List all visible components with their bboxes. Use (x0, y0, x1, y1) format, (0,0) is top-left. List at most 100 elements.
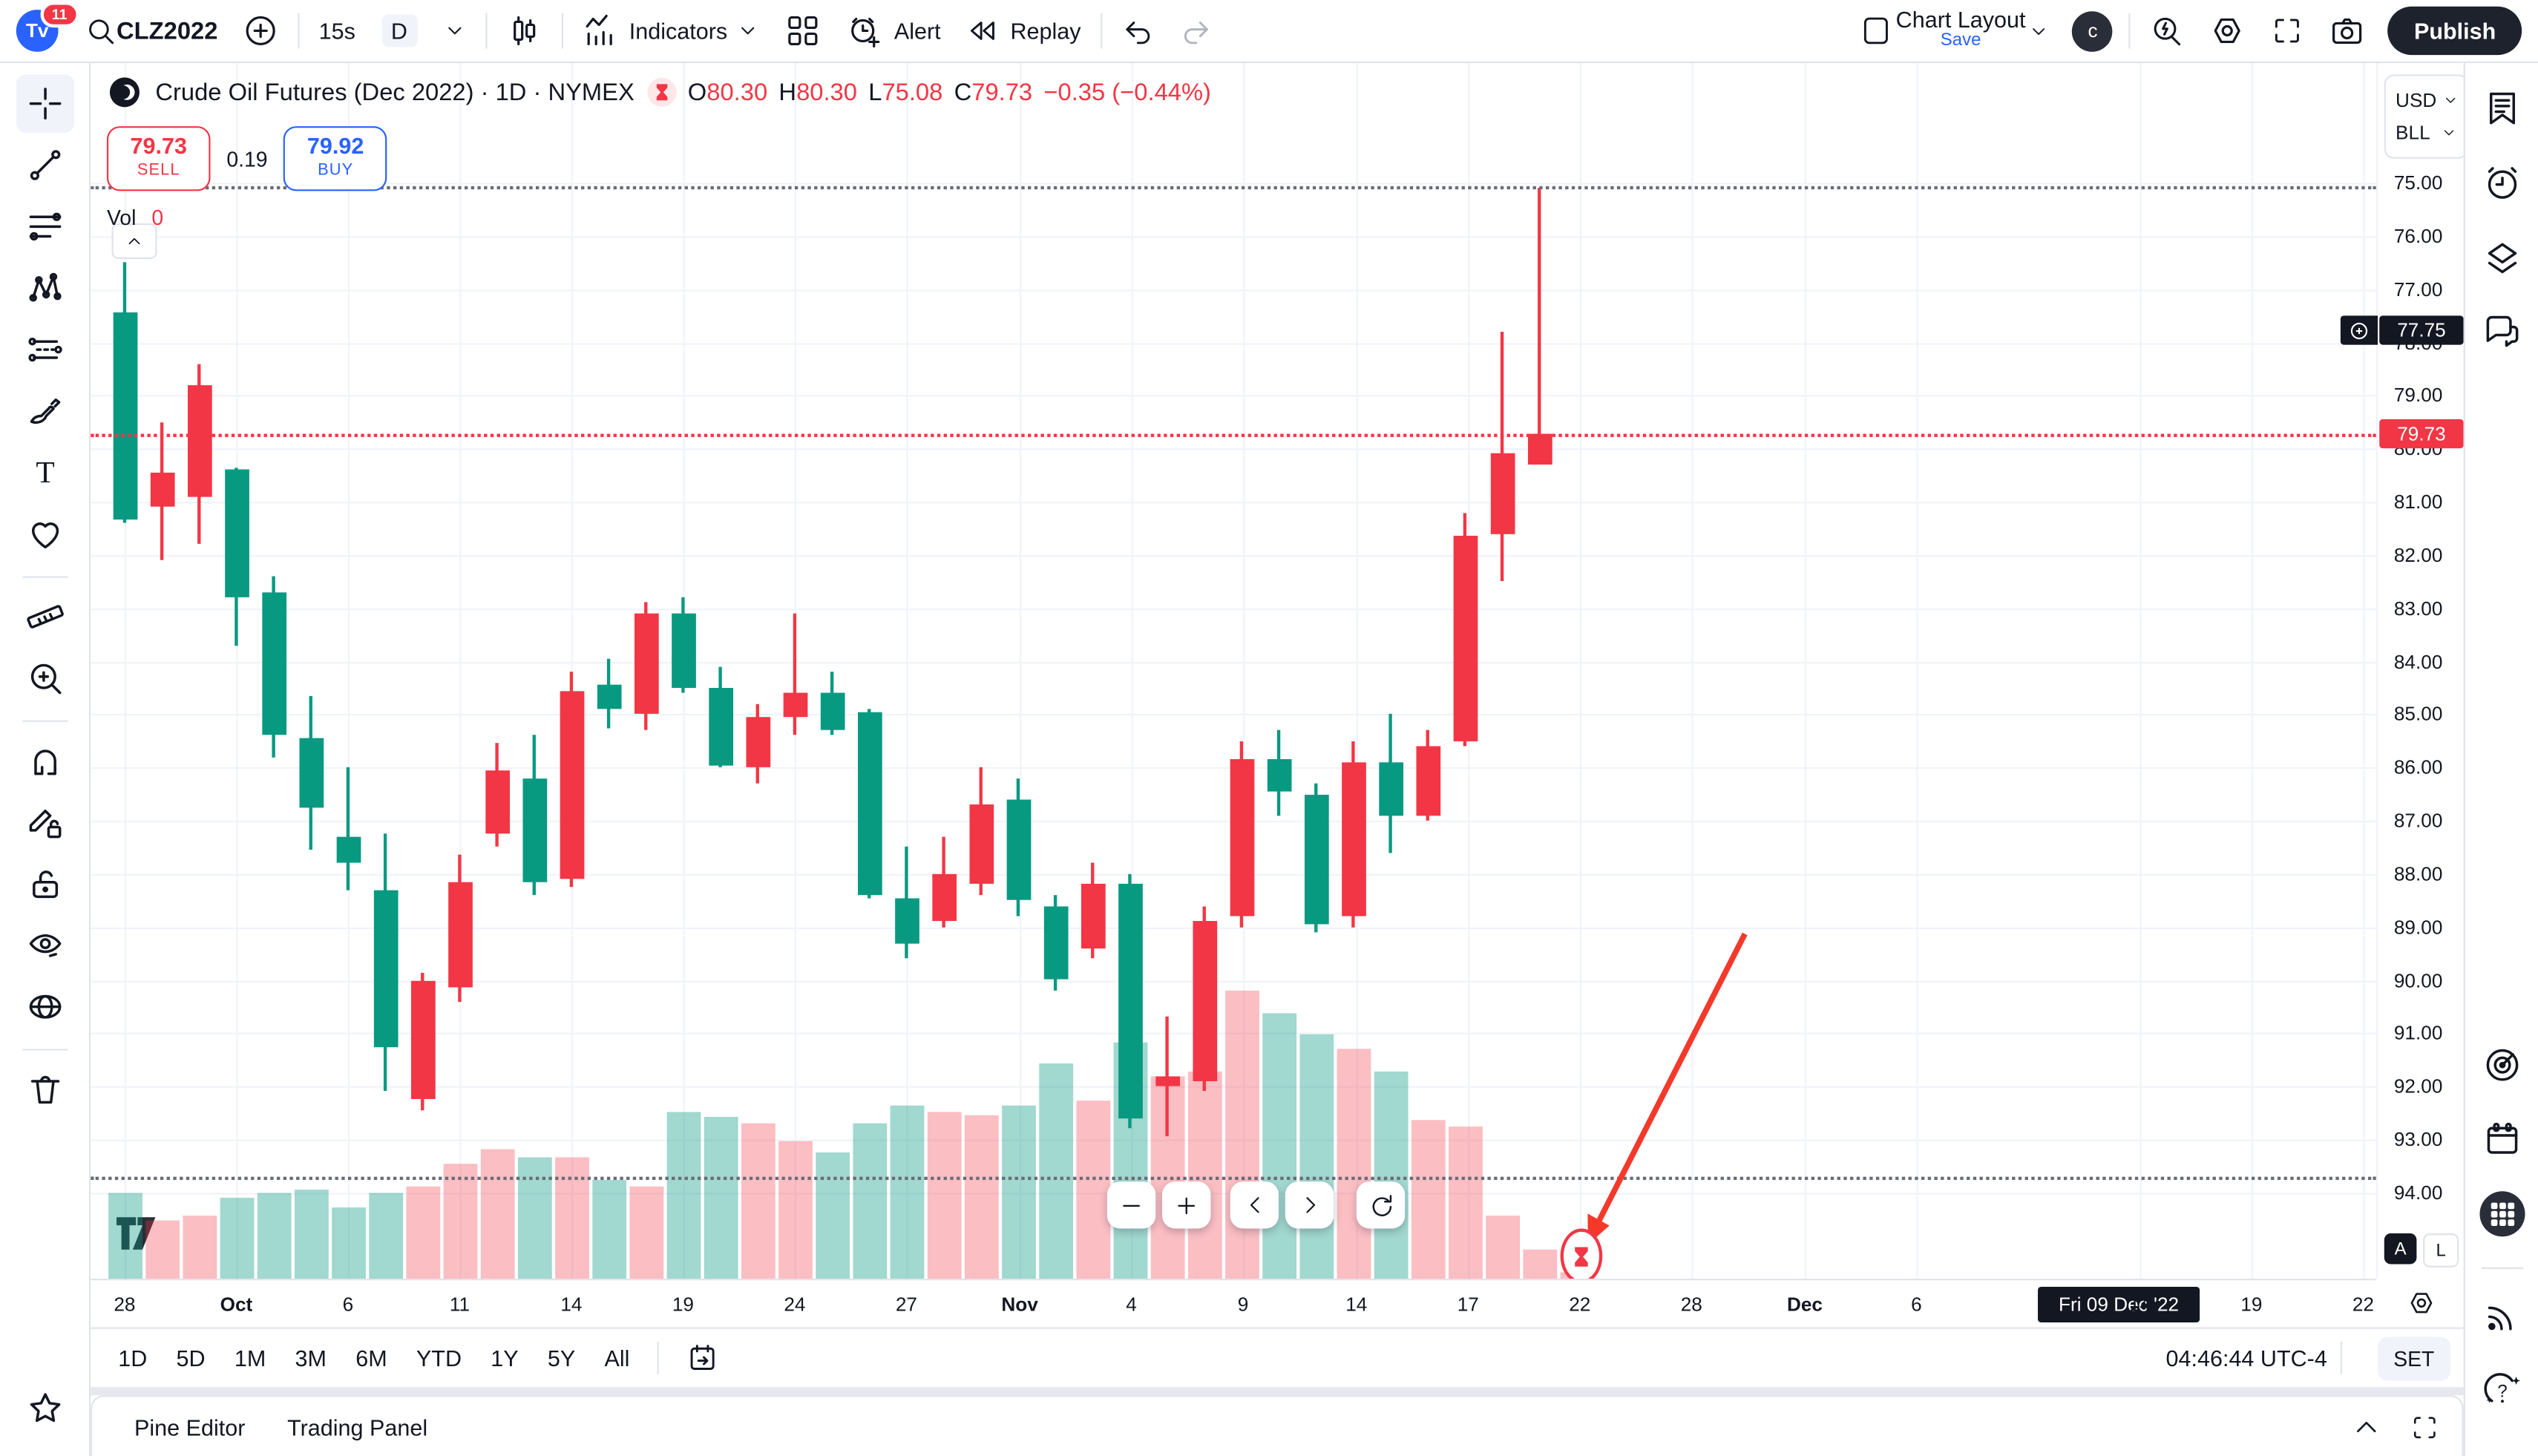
market-closed-chip[interactable] (647, 77, 677, 107)
volume-indicator-legend[interactable]: Vol 0 (107, 206, 1211, 230)
range-5d-button[interactable]: 5D (176, 1345, 206, 1371)
unit-dropdown[interactable]: BLL (2396, 117, 2467, 149)
time-axis-label: 19 (2240, 1293, 2263, 1316)
tab-pine-editor[interactable]: Pine Editor (134, 1414, 246, 1440)
chart-plot[interactable]: Crude Oil Futures (Dec 2022) · 1D · NYME… (91, 61, 2376, 1279)
chart-style-button[interactable] (494, 0, 555, 62)
price-axis[interactable]: USD BLL 77.75 79.73 A L 75.00 76.00 77.00 7… (2340, 61, 2469, 1279)
interval-15s-button[interactable]: 15s (306, 0, 368, 62)
sidebar-calendar-button[interactable] (2477, 1115, 2525, 1164)
tool-measure[interactable] (16, 588, 74, 646)
grid-line-horizontal (91, 236, 2376, 238)
grid-line-vertical (2251, 61, 2254, 1279)
range-ytd-button[interactable]: YTD (416, 1345, 462, 1371)
price-axis-label: 91.00 (2393, 1022, 2443, 1045)
chart-layout-button[interactable]: Chart Layout Save (1847, 0, 2062, 62)
publish-button[interactable]: Publish (2388, 6, 2522, 56)
sidebar-dom-button[interactable] (2477, 233, 2525, 281)
volume-bar (1522, 1250, 1557, 1279)
tool-trend-line[interactable] (16, 136, 74, 194)
go-to-date-button[interactable] (672, 1335, 733, 1380)
time-axis-settings-button[interactable] (2407, 1288, 2436, 1317)
sidebar-alerts-button[interactable] (2477, 159, 2525, 207)
volume-bar (666, 1111, 701, 1279)
favorites-star-button[interactable] (16, 1379, 74, 1437)
range-6m-button[interactable]: 6M (355, 1345, 387, 1371)
sidebar-screener-button[interactable] (2477, 1040, 2525, 1089)
clock[interactable]: 04:46:44 UTC-4 (2165, 1345, 2327, 1371)
tool-prediction[interactable] (16, 321, 74, 379)
zoom-in-icon (30, 663, 61, 695)
reset-chart-button[interactable] (1356, 1181, 1406, 1229)
undo-button[interactable] (1109, 0, 1167, 62)
long-position-icon (27, 337, 62, 362)
high-value: 80.30 (796, 78, 857, 106)
scroll-left-button[interactable] (1230, 1181, 1279, 1229)
tool-drawing-mode[interactable] (16, 793, 74, 852)
zoom-out-button[interactable] (1106, 1181, 1156, 1229)
legend-collapse-button[interactable] (111, 223, 157, 259)
sidebar-more-apps-button[interactable] (2477, 1190, 2525, 1238)
sidebar-watchlist-button[interactable] (2477, 84, 2525, 132)
sidebar-feed-button[interactable] (2477, 1292, 2525, 1340)
zoom-in-button[interactable] (1162, 1181, 1211, 1229)
save-label[interactable]: Save (1940, 30, 1981, 50)
tool-object-tree-globe[interactable] (16, 977, 74, 1036)
scroll-right-button[interactable] (1285, 1181, 1334, 1229)
range-1d-button[interactable]: 1D (118, 1345, 148, 1371)
tool-zoom-in[interactable] (16, 649, 74, 708)
symbol-search[interactable]: CLZ2022 (71, 0, 230, 62)
tool-fib-retracement[interactable] (16, 197, 74, 256)
redo-button[interactable] (1167, 0, 1225, 62)
candle (559, 690, 584, 879)
xabcd-pattern-icon (28, 272, 61, 302)
add-alert-plus-button[interactable] (2340, 315, 2378, 345)
avatar[interactable]: c (2072, 10, 2114, 51)
interval-selected-button[interactable]: D (368, 0, 430, 62)
tool-magnet[interactable] (16, 732, 74, 790)
tool-emoji[interactable] (16, 505, 74, 564)
candle (1303, 794, 1328, 925)
sidebar-chat-button[interactable] (2477, 307, 2525, 355)
range-1y-button[interactable]: 1Y (491, 1345, 519, 1371)
chart-title[interactable]: Crude Oil Futures (Dec 2022) · 1D · NYME… (155, 78, 634, 106)
fullscreen-button[interactable] (2259, 0, 2318, 62)
panel-maximize-icon[interactable] (2410, 1412, 2439, 1441)
panel-expand-chevron-icon[interactable] (2352, 1412, 2381, 1441)
tool-hide-all[interactable] (16, 916, 74, 975)
replay-button[interactable]: Replay (954, 0, 1094, 62)
tool-remove-drawings[interactable] (16, 1060, 74, 1119)
layout-templates-button[interactable] (773, 0, 834, 62)
alarm-clock-icon (2487, 167, 2516, 199)
tool-crosshair[interactable] (15, 74, 74, 133)
range-3m-button[interactable]: 3M (295, 1345, 327, 1371)
sidebar-help-button[interactable]: ? (2477, 1366, 2525, 1414)
range-1m-button[interactable]: 1M (234, 1345, 266, 1371)
contract-expired-hourglass-marker[interactable] (1560, 1228, 1603, 1279)
sell-button[interactable]: 79.73 SELL (106, 126, 211, 191)
range-all-button[interactable]: All (604, 1345, 630, 1371)
indicators-button[interactable]: Indicators (569, 0, 773, 62)
compare-add-symbol-button[interactable] (230, 0, 292, 62)
range-5y-button[interactable]: 5Y (547, 1345, 576, 1371)
price-axis-label: 76.00 (2393, 224, 2443, 248)
tool-pattern[interactable] (16, 259, 74, 318)
snapshot-button[interactable] (2317, 0, 2378, 62)
settings-button[interactable] (2197, 0, 2259, 62)
interval-menu-button[interactable] (430, 0, 479, 62)
alert-button[interactable]: Alert (834, 0, 954, 62)
quick-search-button[interactable] (2137, 0, 2197, 62)
grid-line-horizontal (91, 714, 2376, 716)
signal-icon (2487, 1306, 2511, 1331)
tab-trading-panel[interactable]: Trading Panel (287, 1414, 428, 1440)
settlement-button[interactable]: SET (2377, 1336, 2451, 1380)
buy-button[interactable]: 79.92 BUY (283, 126, 387, 191)
auto-scale-button[interactable]: A (2384, 1233, 2417, 1265)
tool-lock-all[interactable] (16, 855, 74, 914)
time-axis[interactable]: Fri 09 Dec '22 28 Oct 6 11 14 19 24 27 Nov 4 9 14 17… (91, 1279, 2433, 1329)
tool-text[interactable]: T (16, 444, 74, 502)
log-scale-button[interactable]: L (2423, 1233, 2459, 1268)
tradingview-logo[interactable]: Tv 11 (16, 1, 79, 52)
currency-dropdown[interactable]: USD (2396, 84, 2467, 117)
tool-brush[interactable] (16, 382, 74, 441)
